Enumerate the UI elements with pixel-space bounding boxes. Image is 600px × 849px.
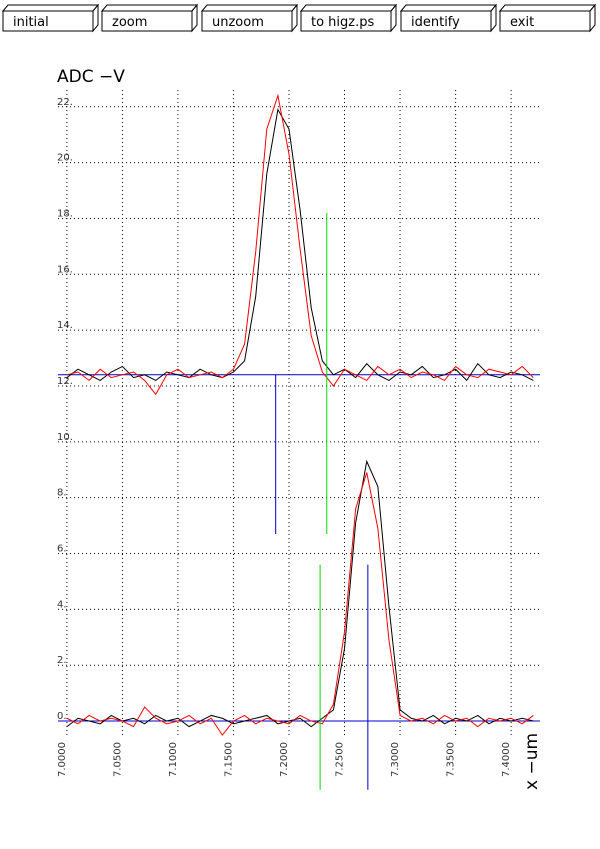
button[interactable] <box>400 10 492 32</box>
data-line <box>66 459 534 728</box>
x-tick-label: 7.1000 <box>168 742 179 777</box>
button-bevel-top[interactable] <box>299 4 398 12</box>
x-tick-label: 7.1500 <box>223 742 234 777</box>
y-tick-label: 16. <box>57 264 73 275</box>
button[interactable] <box>300 10 392 32</box>
button[interactable] <box>201 10 293 32</box>
button[interactable] <box>2 10 94 32</box>
button-bevel-top[interactable] <box>1 4 100 12</box>
button-bevel-top[interactable] <box>399 4 498 12</box>
x-tick-label: 7.2500 <box>335 742 346 777</box>
y-tick-label: 0. <box>57 711 67 722</box>
y-tick-label: 20. <box>57 153 73 164</box>
button[interactable] <box>499 10 591 32</box>
button-bevel-top[interactable] <box>100 4 199 12</box>
x-tick-label: 7.2000 <box>279 742 290 777</box>
y-tick-label: 18. <box>57 208 73 219</box>
button-label[interactable]: exit <box>510 15 534 30</box>
button-bevel-top[interactable] <box>498 4 597 12</box>
button-label[interactable]: unzoom <box>212 15 264 30</box>
x-tick-label: 7.4000 <box>501 742 512 777</box>
y-tick-label: 14. <box>57 320 73 331</box>
button-label[interactable]: identify <box>411 15 460 30</box>
y-tick-label: 6. <box>57 544 67 555</box>
x-tick-label: 7.3500 <box>446 742 457 777</box>
y-axis-label: ADC −V <box>57 67 125 87</box>
x-tick-label: 7.0500 <box>112 742 123 777</box>
y-tick-label: 8. <box>57 488 67 499</box>
y-tick-label: 12. <box>57 376 73 387</box>
x-tick-label: 7.3000 <box>390 742 401 777</box>
data-line <box>66 472 534 736</box>
x-tick-label: 7.0000 <box>57 742 68 777</box>
button-label[interactable]: zoom <box>112 15 147 30</box>
y-tick-label: 10. <box>57 432 73 443</box>
button-label[interactable]: initial <box>13 15 49 30</box>
data-line <box>66 108 534 382</box>
y-tick-label: 2. <box>57 655 67 666</box>
button-label[interactable]: to higz.ps <box>311 15 374 30</box>
button[interactable] <box>101 10 193 32</box>
y-tick-label: 4. <box>57 599 67 610</box>
y-tick-label: 22. <box>57 97 73 108</box>
x-axis-label: x −um <box>522 733 542 790</box>
button-bevel-top[interactable] <box>200 4 299 12</box>
data-line <box>66 93 534 396</box>
